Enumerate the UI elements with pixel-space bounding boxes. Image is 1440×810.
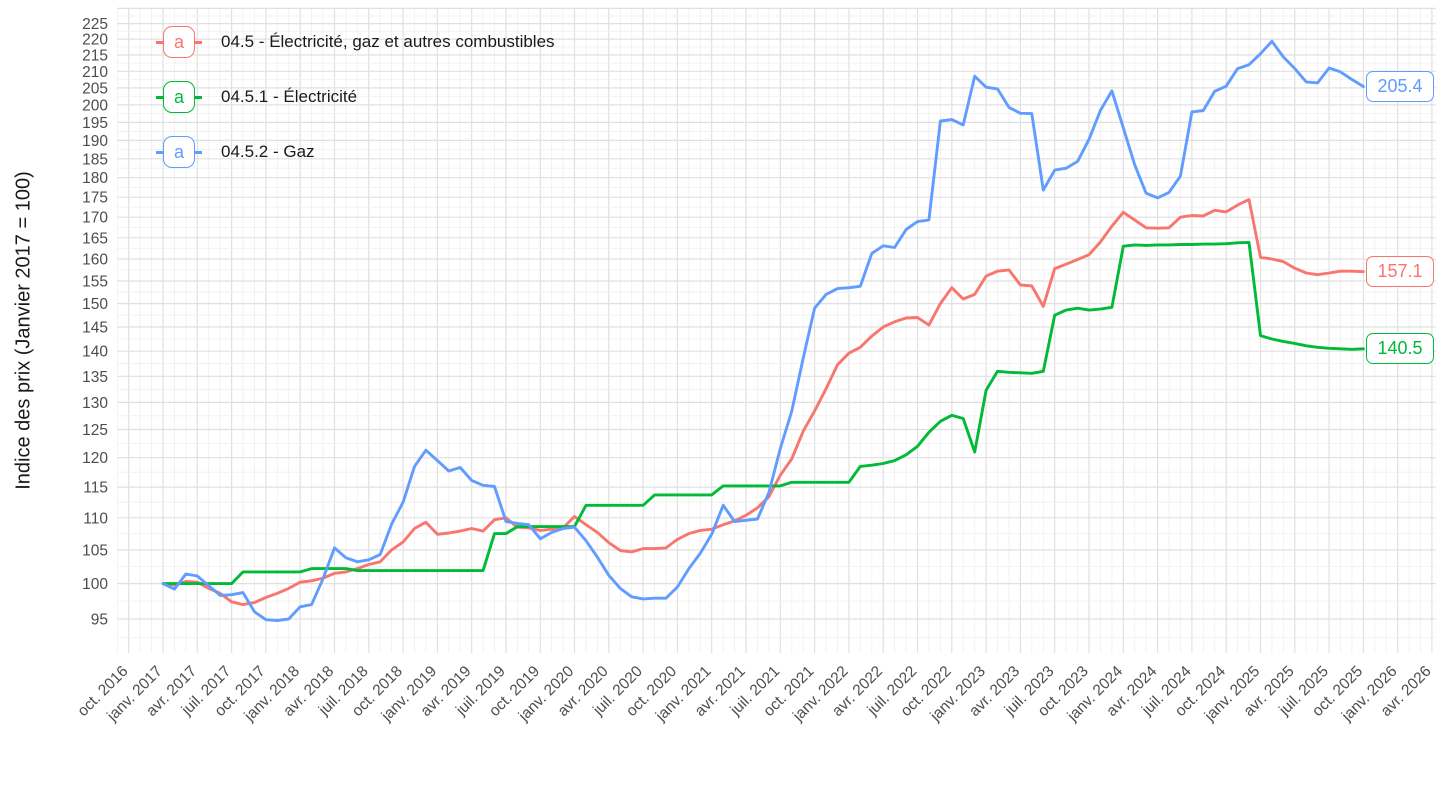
- series-lines: [161, 39, 1365, 622]
- y-tick-label: 150: [82, 296, 108, 313]
- y-tick-label: 110: [83, 510, 108, 527]
- legend-key-line-icon: a: [156, 136, 202, 168]
- y-tick-label: 115: [83, 480, 108, 497]
- legend-key-letter: a: [163, 26, 195, 58]
- y-tick-label: 125: [82, 422, 108, 439]
- end-value-label-04-5-1: 140.5: [1366, 333, 1434, 365]
- gridlines: [116, 7, 1436, 653]
- y-tick-label: 220: [82, 32, 108, 49]
- y-tick-label: 195: [82, 115, 108, 132]
- y-tick-label: 140: [82, 344, 108, 361]
- y-tick-label: 205: [82, 80, 108, 97]
- y-tick-label: 165: [82, 230, 108, 247]
- y-axis-title: Indice des prix (Janvier 2017 = 100): [12, 171, 35, 490]
- end-value-label-04-5: 157.1: [1366, 256, 1434, 288]
- legend-label: 04.5.2 - Gaz: [221, 142, 315, 161]
- series-line-ipc-04-5-1: [161, 240, 1365, 586]
- legend-item-04-5: a 04.5 - Électricité, gaz et autres comb…: [156, 26, 555, 58]
- y-tick-label: 210: [82, 64, 108, 81]
- legend-key-line-icon: a: [156, 81, 202, 113]
- y-tick-label: 170: [82, 210, 108, 227]
- y-tick-label: 180: [82, 170, 108, 187]
- y-tick-label: 120: [82, 450, 108, 467]
- y-tick-label: 130: [82, 395, 108, 412]
- y-tick-label: 190: [82, 133, 108, 150]
- legend-label: 04.5.1 - Électricité: [221, 87, 358, 106]
- y-tick-label: 175: [82, 190, 108, 207]
- end-value-label-04-5-2: 205.4: [1366, 71, 1434, 102]
- legend-label: 04.5 - Électricité, gaz et autres combus…: [221, 32, 555, 51]
- legend-item-04-5-2: a 04.5.2 - Gaz: [156, 136, 555, 168]
- legend-key-letter: a: [163, 81, 195, 113]
- y-tick-label: 145: [82, 320, 108, 337]
- y-tick-label: 225: [82, 16, 108, 33]
- y-tick-label: 100: [82, 576, 108, 593]
- y-tick-label: 95: [91, 612, 108, 629]
- chart-legend: a 04.5 - Électricité, gaz et autres comb…: [156, 26, 555, 191]
- y-tick-label: 155: [82, 274, 108, 291]
- y-tick-label: 215: [82, 48, 108, 65]
- legend-item-04-5-1: a 04.5.1 - Électricité: [156, 81, 555, 113]
- y-tick-label: 135: [82, 369, 108, 386]
- legend-key-line-icon: a: [156, 26, 202, 58]
- y-tick-label: 105: [82, 542, 108, 559]
- y-tick-label: 160: [82, 252, 108, 269]
- y-tick-label: 185: [82, 151, 108, 168]
- legend-key-letter: a: [163, 136, 195, 168]
- y-tick-label: 200: [82, 97, 108, 114]
- series-line-ipc-04-5-2: [161, 39, 1365, 622]
